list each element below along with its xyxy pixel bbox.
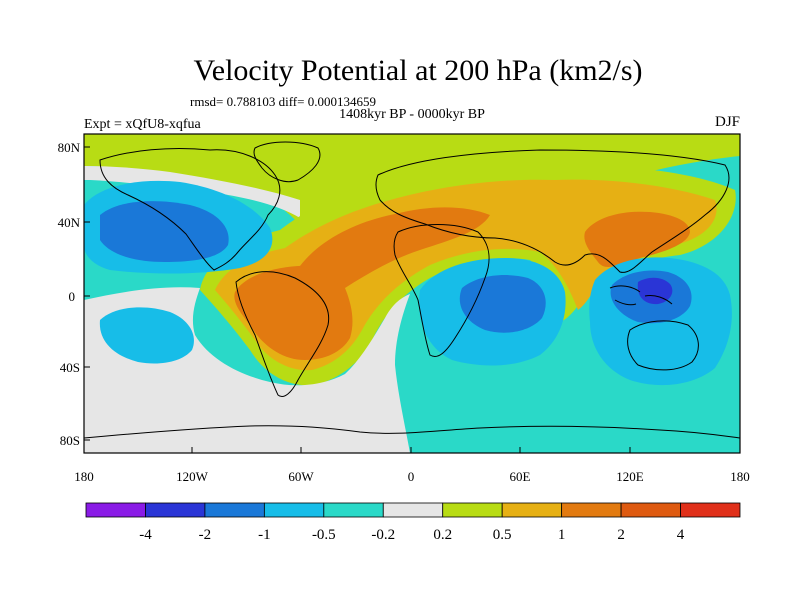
australia-outline (627, 320, 699, 371)
lon-tick-120w: 120W (176, 469, 209, 484)
colorbar-swatch (382, 502, 444, 518)
colorbar-label: -4 (139, 527, 152, 543)
lon-tick-0: 0 (408, 469, 415, 484)
contour-negative-west-pacific-core (637, 277, 673, 305)
indonesia-outline (609, 285, 673, 306)
colorbar-swatch (263, 502, 325, 518)
lon-tick-180w: 180 (74, 469, 94, 484)
colorbar: -4 -2 -1 -0.5 -0.2 0.2 0.5 1 2 4 (85, 502, 741, 543)
africa-outline (393, 224, 490, 357)
greenland-outline (253, 141, 321, 183)
colorbar-label: 2 (617, 527, 625, 543)
eurasia-outline (375, 149, 730, 273)
colorbar-label: 0.5 (493, 527, 512, 543)
period-line: 1408kyr BP - 0000kyr BP (339, 107, 485, 122)
colorbar-label: -0.2 (371, 527, 395, 543)
south-america-outline (235, 271, 330, 397)
stats-line: rmsd= 0.788103 diff= 0.000134659 (190, 94, 376, 109)
north-america-outline (99, 147, 281, 271)
colorbar-swatch (620, 502, 681, 518)
colorbar-label: 1 (558, 527, 566, 543)
colorbar-swatch (85, 502, 146, 518)
colorbar-swatch (145, 502, 206, 518)
colorbar-label: -1 (258, 527, 271, 543)
contour-positive-atlantic (300, 207, 490, 288)
contour-negative-indian (459, 275, 546, 333)
contour-negative-southeast-pacific (99, 307, 194, 364)
colorbar-label: 4 (677, 527, 685, 543)
colorbar-swatch (204, 502, 265, 518)
colorbar-swatch (680, 502, 741, 518)
contour-neutral-north (84, 166, 300, 218)
season-label: DJF (715, 114, 740, 130)
map-title: Velocity Potential at 200 hPa (km2/s) (193, 54, 642, 87)
colorbar-swatch (501, 502, 563, 518)
lat-axis: 80N 40N 0 40S 80S (58, 140, 90, 448)
contour-negative-north-pacific (100, 201, 229, 262)
experiment-label: Expt = xQfU8-xqfua (84, 117, 202, 132)
lon-tick-60e: 60E (510, 469, 531, 484)
lat-tick-80s: 80S (60, 433, 80, 448)
lat-tick-0: 0 (69, 289, 76, 304)
lon-tick-120e: 120E (616, 469, 644, 484)
colorbar-label: -2 (199, 527, 212, 543)
antarctica-outline (84, 425, 740, 439)
lat-tick-40n: 40N (58, 215, 81, 230)
coastlines (84, 141, 740, 439)
contour-field (84, 134, 740, 453)
lon-tick-180e: 180 (730, 469, 750, 484)
colorbar-label: -0.5 (312, 527, 336, 543)
lon-axis: 180 120W 60W 0 60E 120E 180 (74, 447, 750, 484)
map-frame (83, 133, 741, 454)
lat-tick-80n: 80N (58, 140, 81, 155)
colorbar-swatch (442, 502, 503, 518)
colorbar-swatch (323, 502, 384, 518)
lat-tick-40s: 40S (60, 360, 80, 375)
colorbar-swatch (561, 502, 622, 518)
colorbar-label: 0.2 (433, 527, 452, 543)
lon-tick-60w: 60W (288, 469, 314, 484)
contour-positive-asia (584, 211, 690, 267)
